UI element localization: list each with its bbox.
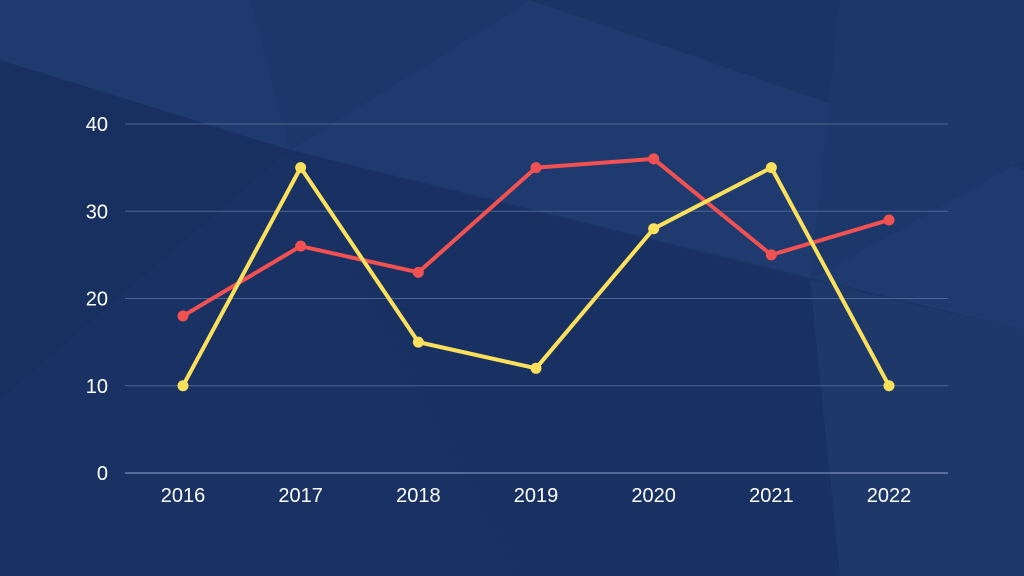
series-group: [177, 153, 895, 392]
x-tick-label: 2019: [514, 485, 559, 507]
background-facet: [810, 280, 1024, 576]
series-2-point: [883, 380, 895, 392]
background-facet: [0, 0, 290, 150]
x-tick-label: 2022: [867, 485, 912, 507]
series-1-point: [648, 153, 660, 165]
series-1-point: [530, 162, 542, 174]
series-1-line: [181, 156, 891, 318]
gridlines: [125, 123, 948, 474]
y-tick-label: 20: [86, 289, 108, 311]
x-tick-label: 2017: [278, 485, 323, 507]
series-2-point: [648, 223, 660, 235]
y-axis-tick-labels: 0 10 20 30 40: [86, 114, 108, 485]
series-2-point: [295, 162, 307, 174]
series-1-point: [177, 310, 189, 322]
y-tick-label: 10: [86, 376, 108, 398]
x-tick-label: 2020: [631, 485, 676, 507]
x-axis-tick-labels: 2016 2017 2018 2019 2020 2021 2022: [161, 485, 912, 507]
series-2-point: [412, 336, 424, 348]
background-facet: [810, 0, 1024, 280]
series-2: [177, 162, 895, 392]
series-1-point: [412, 266, 424, 278]
y-tick-label: 40: [86, 114, 108, 136]
background-facet: [250, 0, 530, 150]
series-1-point: [295, 240, 307, 252]
series-1-point: [883, 214, 895, 226]
y-tick-label: 30: [86, 201, 108, 223]
series-2-point: [765, 162, 777, 174]
series-2-point: [530, 362, 542, 374]
x-tick-label: 2021: [749, 485, 794, 507]
series-1: [177, 153, 895, 322]
background-facet: [0, 150, 520, 576]
series-2-line: [181, 165, 891, 388]
x-tick-label: 2018: [396, 485, 441, 507]
background-facet: [290, 150, 840, 576]
background-facet: [0, 60, 290, 400]
x-tick-label: 2016: [161, 485, 206, 507]
series-2-point: [177, 380, 189, 392]
y-tick-label: 0: [97, 463, 108, 485]
series-1-point: [765, 249, 777, 261]
